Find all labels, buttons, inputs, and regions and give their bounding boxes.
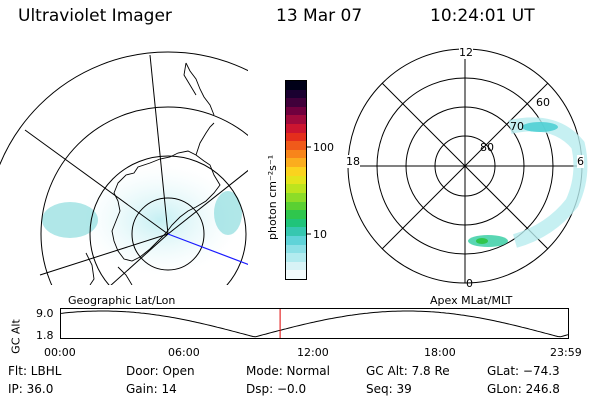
altitude-curve <box>60 310 569 338</box>
coastline-fragment <box>85 252 95 285</box>
colorbar-segment <box>286 124 306 133</box>
south-america-coastline-inner <box>183 62 197 96</box>
sun-direction-line <box>167 233 248 265</box>
timeline-axis-label: GC Alt <box>9 319 23 354</box>
colorbar-tick-100: 100 <box>313 141 334 154</box>
colorbar-segment <box>286 115 306 125</box>
coastline-fragment <box>117 266 133 285</box>
colorbar-segment <box>286 184 306 193</box>
auroral-emission-patch-right <box>214 191 242 235</box>
door-info: Door: Open <box>126 364 195 378</box>
antarctica-coastline <box>111 150 221 262</box>
latitude-circle-inner <box>131 197 205 271</box>
mlt-label-12: 12 <box>459 46 473 59</box>
latitude-circle-middle <box>89 155 247 285</box>
colorbar-segment <box>286 192 306 202</box>
colorbar-segment <box>286 106 306 116</box>
dsp-info: Dsp: −0.0 <box>246 382 307 396</box>
filter-info: Flt: LBHL <box>8 364 62 378</box>
mode-info: Mode: Normal <box>246 364 330 378</box>
observation-time: 10:24:01 UT <box>430 6 535 26</box>
mlt-line-diagonal <box>381 82 549 250</box>
colorbar-segment <box>286 270 306 280</box>
timeline-tick-2359: 23:59 <box>550 346 582 359</box>
colorbar-ticks <box>306 146 311 235</box>
colorbar-segment <box>286 175 306 185</box>
longitude-line <box>24 129 169 235</box>
colorbar-segment <box>286 201 306 211</box>
mlat-label-80: 80 <box>480 141 494 154</box>
mlat-mlt-polar-plot <box>347 48 588 284</box>
timeline-tick-1800: 18:00 <box>424 346 456 359</box>
colorbar-segment <box>286 261 306 271</box>
auroral-emission-patch-left <box>42 202 98 238</box>
geographic-map <box>0 51 248 285</box>
colorbar-segment <box>286 98 306 107</box>
colorbar-segment <box>286 149 306 159</box>
mlat-label-70: 70 <box>510 120 524 133</box>
geographic-latitude-info: GLat: −74.3 <box>487 364 560 378</box>
colorbar-segment <box>286 218 306 228</box>
longitude-line <box>149 54 169 235</box>
longitude-line <box>39 233 169 276</box>
mlt-label-18: 18 <box>346 155 360 168</box>
mlt-label-6: 6 <box>577 155 584 168</box>
auroral-emission-dawn <box>522 122 558 132</box>
colorbar-segment <box>286 89 306 99</box>
colorbar-segment <box>286 141 306 150</box>
intensity-colorbar <box>285 80 307 280</box>
ip-info: IP: 36.0 <box>8 382 54 396</box>
apex-caption: Apex MLat/MLT <box>430 294 513 307</box>
colorbar-segment <box>286 210 306 219</box>
colorbar-unit-label: photon cm⁻²s⁻¹ <box>266 154 279 240</box>
latitude-circle-outermost <box>0 51 248 166</box>
colorbar-segment <box>286 227 306 236</box>
auroral-glow-region <box>80 165 240 275</box>
gain-info: Gain: 14 <box>126 382 177 396</box>
altitude-timeline <box>60 308 569 339</box>
colorbar-segment <box>286 132 306 142</box>
peninsula-coastline <box>195 122 215 156</box>
timeline-y-max: 9.0 <box>36 307 54 320</box>
latitude-circle-outer <box>40 106 248 285</box>
mlat-label-60: 60 <box>536 96 550 109</box>
mlt-label-0: 0 <box>466 277 473 290</box>
colorbar-tick-10: 10 <box>313 228 327 241</box>
colorbar-segment <box>286 158 306 168</box>
sequence-info: Seq: 39 <box>366 382 412 396</box>
colorbar-segment <box>286 81 306 90</box>
geographic-longitude-info: GLon: 246.8 <box>487 382 560 396</box>
geographic-caption: Geographic Lat/Lon <box>68 294 176 307</box>
auroral-oval <box>508 117 588 248</box>
auroral-emission-peak <box>476 238 488 244</box>
colorbar-segment <box>286 167 306 176</box>
colorbar-segment <box>286 235 306 245</box>
gc-altitude-info: GC Alt: 7.8 Re <box>366 364 450 378</box>
observation-date: 13 Mar 07 <box>276 6 363 26</box>
instrument-title: Ultraviolet Imager <box>18 6 172 26</box>
colorbar-segment <box>286 253 306 262</box>
timeline-tick-0600: 06:00 <box>168 346 200 359</box>
timeline-y-min: 1.8 <box>36 329 54 342</box>
timeline-tick-1200: 12:00 <box>297 346 329 359</box>
colorbar-segment <box>286 244 306 254</box>
south-america-coastline <box>185 62 215 116</box>
longitude-line <box>167 169 248 235</box>
timeline-tick-0000: 00:00 <box>44 346 76 359</box>
longitude-line <box>110 233 169 285</box>
